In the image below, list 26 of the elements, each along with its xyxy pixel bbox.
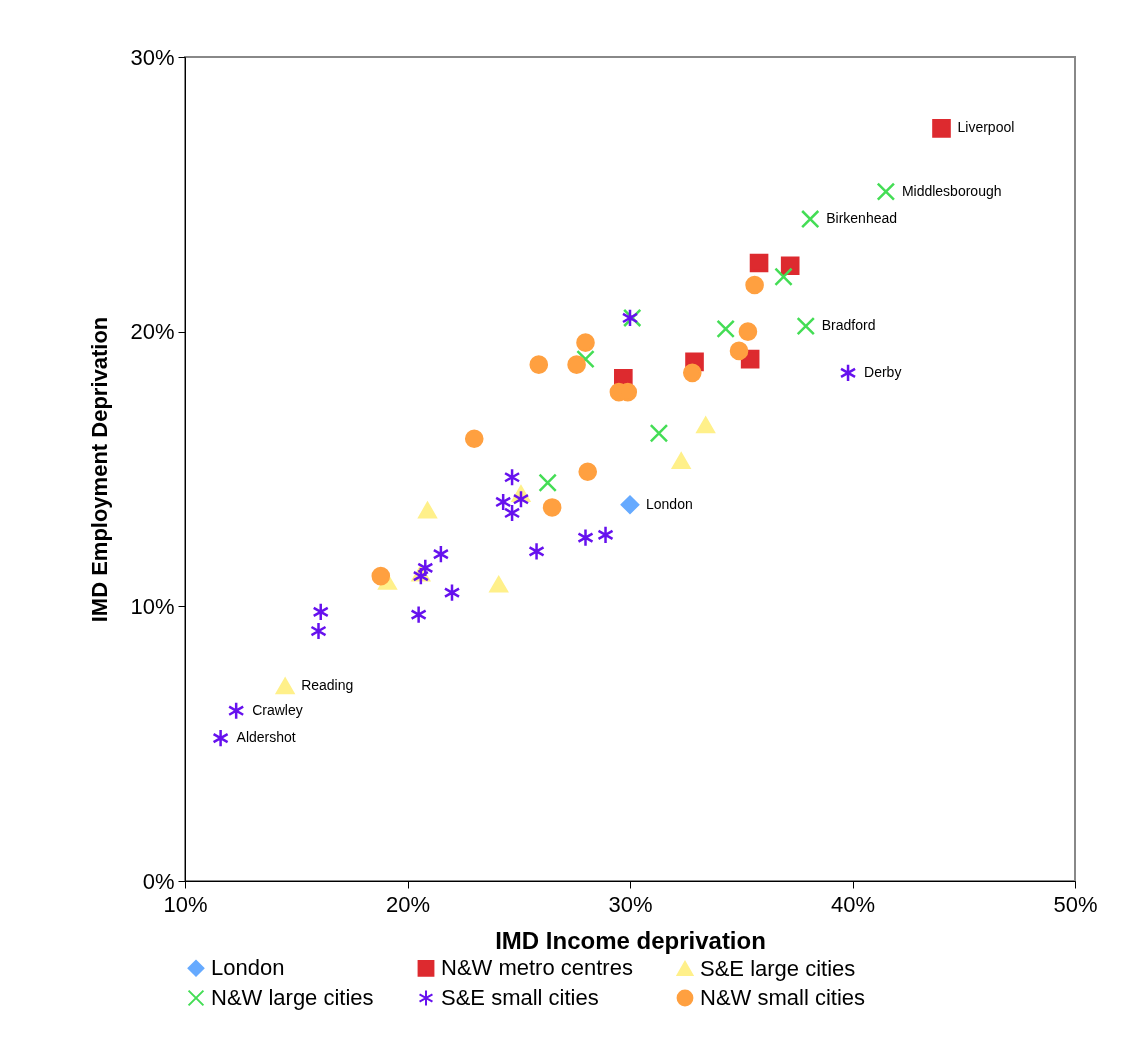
annotation: Birkenhead	[826, 210, 898, 227]
annotation: Derby	[864, 363, 902, 380]
legend-label: S&E small cities	[441, 985, 599, 1010]
y-tick-label: 20%	[130, 319, 175, 345]
x-tick-label: 50%	[1053, 891, 1098, 917]
x-tick-label: 40%	[830, 891, 876, 917]
legend-label: S&E large cities	[700, 955, 856, 981]
x-tick-label: 20%	[385, 891, 431, 917]
y-tick-label: 10%	[130, 593, 175, 619]
legend-label: N&W small cities	[700, 985, 866, 1010]
annotation: Bradford	[821, 317, 876, 334]
annotation: Crawley	[252, 701, 303, 718]
y-tick-label: 0%	[142, 868, 175, 894]
x-tick-label: 30%	[608, 891, 653, 917]
annotation: Middlesborough	[901, 182, 1002, 199]
annotation: Reading	[301, 676, 354, 693]
x-axis-title: IMD Income deprivation	[495, 926, 766, 954]
y-tick-label: 30%	[130, 44, 175, 70]
legend-label: N&W large cities	[211, 985, 374, 1010]
y-axis-title: IMD Employment Deprivation	[87, 316, 113, 623]
legend-label: London	[211, 955, 285, 981]
annotation: London	[646, 495, 693, 512]
x-tick-label: 10%	[163, 891, 208, 917]
legend-label: N&W metro centres	[441, 955, 633, 981]
annotation: Aldershot	[236, 729, 296, 746]
annotation: Liverpool	[957, 119, 1015, 136]
